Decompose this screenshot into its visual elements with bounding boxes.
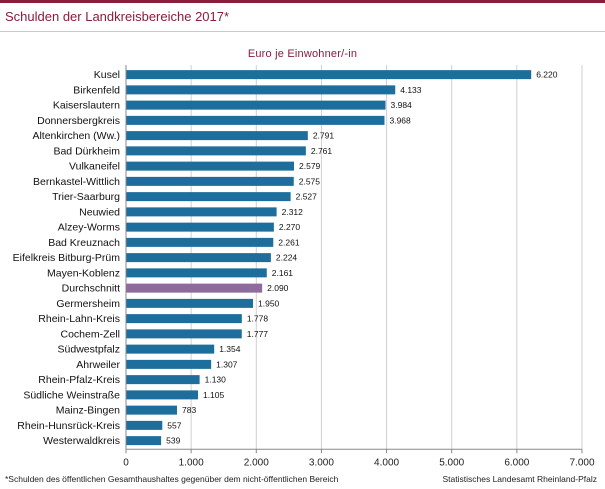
bar — [126, 344, 215, 354]
category-label: Durchschnitt — [62, 283, 120, 295]
category-label: Alzey-Worms — [58, 222, 120, 234]
value-label: 2.761 — [311, 146, 333, 156]
value-label: 2.161 — [272, 268, 294, 278]
bar — [126, 146, 306, 156]
unit-label: Euro je Einwohner/-in — [247, 48, 358, 60]
category-label: Kusel — [94, 69, 120, 81]
bar — [126, 131, 308, 141]
bar — [126, 298, 254, 308]
category-label: Donnersbergkreis — [37, 115, 120, 127]
category-label: Eifelkreis Bitburg-Prüm — [13, 252, 121, 264]
category-label: Vulkaneifel — [69, 161, 120, 173]
bar — [126, 85, 396, 95]
x-tick-label: 1.000 — [179, 457, 204, 468]
value-label: 2.579 — [299, 161, 321, 171]
bar — [126, 359, 212, 369]
value-label: 539 — [166, 436, 180, 446]
value-label: 6.220 — [536, 70, 558, 80]
value-label: 4.133 — [400, 85, 422, 95]
bar — [126, 222, 274, 232]
x-tick-label: 2.000 — [244, 457, 269, 468]
x-tick-label: 6.000 — [504, 457, 529, 468]
footnote: *Schulden des öffentlichen Gesamthaushal… — [5, 474, 339, 484]
bar — [126, 253, 271, 263]
value-label: 2.270 — [279, 222, 301, 232]
bar — [126, 390, 198, 400]
value-label: 1.307 — [216, 359, 238, 369]
bar — [126, 176, 294, 186]
category-label: Mayen-Koblenz — [47, 267, 120, 279]
bar — [126, 436, 162, 446]
value-label: 2.575 — [299, 176, 321, 186]
category-label: Südliche Weinstraße — [23, 389, 120, 401]
value-label: 783 — [182, 405, 196, 415]
bar — [126, 161, 295, 171]
bar — [126, 268, 267, 278]
category-label: Altenkirchen (Ww.) — [32, 130, 120, 142]
title-divider — [0, 31, 605, 32]
source-credit: Statistisches Landesamt Rheinland-Pfalz — [442, 474, 598, 484]
top-accent-rule — [0, 0, 605, 3]
bar — [126, 329, 242, 339]
value-label: 1.777 — [247, 329, 269, 339]
value-label: 1.105 — [203, 390, 225, 400]
value-label: 1.778 — [247, 314, 269, 324]
category-label: Rhein-Lahn-Kreis — [38, 313, 120, 325]
category-label: Cochem-Zell — [60, 328, 120, 340]
category-label: Neuwied — [79, 206, 120, 218]
bar — [126, 420, 163, 430]
category-label: Rhein-Pfalz-Kreis — [38, 374, 120, 386]
x-tick-label: 5.000 — [439, 457, 464, 468]
value-label: 1.354 — [219, 344, 241, 354]
value-label: 2.261 — [278, 237, 300, 247]
bar — [126, 100, 386, 110]
category-label: Westerwaldkreis — [43, 435, 120, 447]
category-label: Germersheim — [56, 298, 120, 310]
x-tick-label: 3.000 — [309, 457, 334, 468]
x-tick-label: 0 — [123, 457, 129, 468]
bar — [126, 70, 532, 80]
bar-average — [126, 283, 263, 293]
bar — [126, 405, 178, 415]
category-label: Bernkastel-Wittlich — [33, 176, 120, 188]
value-label: 2.090 — [267, 283, 289, 293]
value-label: 3.984 — [391, 100, 413, 110]
bar — [126, 115, 385, 125]
value-label: 2.224 — [276, 253, 298, 263]
category-label: Rhein-Hunsrück-Kreis — [17, 420, 120, 432]
value-label: 2.791 — [313, 131, 335, 141]
value-label: 3.968 — [389, 115, 411, 125]
bar — [126, 192, 291, 202]
bar — [126, 237, 274, 247]
category-label: Südwestpfalz — [58, 344, 120, 356]
category-label: Ahrweiler — [76, 359, 120, 371]
category-label: Bad Dürkheim — [53, 145, 120, 157]
value-label: 557 — [167, 420, 181, 430]
value-label: 1.950 — [258, 298, 280, 308]
bar — [126, 314, 242, 324]
category-label: Birkenfeld — [73, 84, 120, 96]
value-label: 1.130 — [205, 375, 227, 385]
value-label: 2.527 — [296, 192, 318, 202]
value-label: 2.312 — [282, 207, 304, 217]
x-tick-label: 4.000 — [374, 457, 399, 468]
chart-title: Schulden der Landkreisbereiche 2017* — [5, 9, 230, 24]
bar — [126, 207, 277, 217]
category-label: Trier-Saarburg — [52, 191, 120, 203]
category-label: Bad Kreuznach — [48, 237, 120, 249]
category-label: Kaiserslautern — [53, 100, 120, 112]
x-tick-label: 7.000 — [569, 457, 594, 468]
category-label: Mainz-Bingen — [56, 405, 120, 417]
bar — [126, 375, 200, 385]
